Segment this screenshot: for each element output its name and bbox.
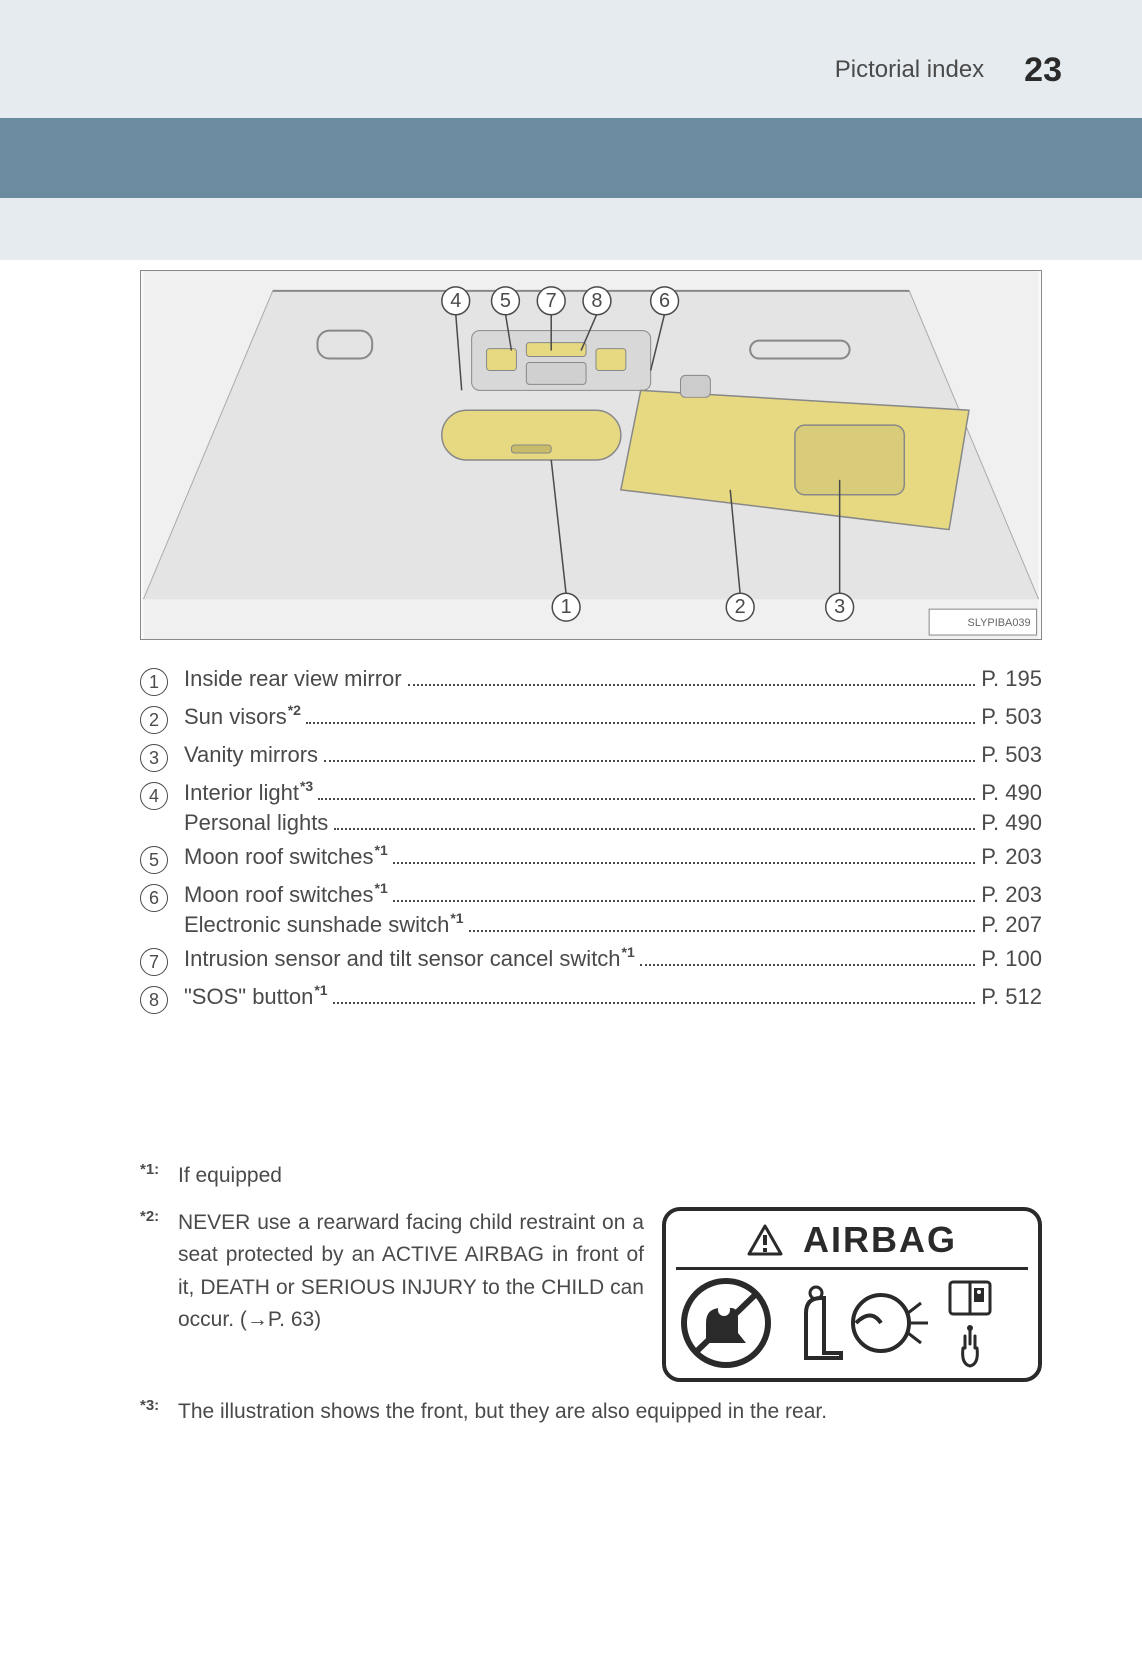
index-page: P. 503: [981, 742, 1042, 768]
leader-dots: [318, 798, 975, 800]
svg-text:3: 3: [834, 596, 845, 618]
index-line: Moon roof switches*1 P. 203: [184, 844, 1042, 870]
index-superscript: *2: [288, 702, 301, 718]
index-number: 8: [140, 986, 168, 1014]
footnote-mark: *2:: [140, 1207, 170, 1225]
leader-dots: [333, 1002, 976, 1004]
leader-dots: [393, 862, 975, 864]
footnote-3: *3: The illustration shows the front, bu…: [140, 1396, 1042, 1429]
airbag-warning-label: AIRBAG: [662, 1207, 1042, 1382]
index-label: Personal lights: [184, 810, 328, 836]
footnote-mark: *3:: [140, 1396, 170, 1414]
index-page: P. 100: [981, 946, 1042, 972]
index-superscript: *1: [375, 842, 388, 858]
index-row: 7 Intrusion sensor and tilt sensor cancel…: [140, 946, 1042, 976]
footnote-text: NEVER use a rearward facing child restra…: [178, 1207, 644, 1337]
index-row: 6Moon roof switches*1 P. 203Electronic s…: [140, 882, 1042, 938]
index-list: 1 Inside rear view mirror P. 195 2 Sun viso…: [140, 666, 1042, 1014]
svg-text:6: 6: [659, 290, 670, 312]
index-label: "SOS" button: [184, 984, 313, 1010]
diagram-code: SLYPIBA039: [968, 617, 1031, 629]
leader-dots: [324, 760, 975, 762]
hand-point-icon: [953, 1324, 987, 1368]
section-title: Pictorial index: [835, 56, 984, 84]
index-number: 1: [140, 668, 168, 696]
svg-text:5: 5: [500, 290, 511, 312]
index-label: Interior light: [184, 780, 299, 806]
footnote-mark: *1:: [140, 1160, 170, 1178]
svg-text:7: 7: [546, 290, 557, 312]
leader-dots: [469, 930, 976, 932]
index-line: Interior light*3 P. 490: [184, 780, 1042, 806]
index-page: P. 490: [981, 810, 1042, 836]
svg-text:2: 2: [735, 596, 746, 618]
footnote-text: If equipped: [178, 1160, 1042, 1193]
index-label: Inside rear view mirror: [184, 666, 402, 692]
index-row: 8 "SOS" button*1 P. 512: [140, 984, 1042, 1014]
footnote-1: *1: If equipped: [140, 1160, 1042, 1193]
index-number: 7: [140, 948, 168, 976]
index-page: P. 207: [981, 912, 1042, 938]
index-superscript: *3: [300, 778, 313, 794]
index-label: Moon roof switches: [184, 844, 374, 870]
index-line: Personal lights P. 490: [184, 810, 1042, 836]
index-page: P. 490: [981, 780, 1042, 806]
header-band: [0, 118, 1142, 198]
leader-dots: [334, 828, 975, 830]
no-rear-facing-child-seat-icon: [676, 1278, 776, 1368]
index-line: "SOS" button*1 P. 512: [184, 984, 1042, 1010]
leader-dots: [393, 900, 975, 902]
index-line: Moon roof switches*1 P. 203: [184, 882, 1042, 908]
index-row: 5 Moon roof switches*1 P. 203: [140, 844, 1042, 874]
index-row: 1 Inside rear view mirror P. 195: [140, 666, 1042, 696]
index-number: 5: [140, 846, 168, 874]
index-number: 2: [140, 706, 168, 734]
index-page: P. 195: [981, 666, 1042, 692]
leader-dots: [640, 964, 975, 966]
index-label: Moon roof switches: [184, 882, 374, 908]
index-label: Electronic sunshade switch: [184, 912, 449, 938]
warning-triangle-icon: [747, 1224, 783, 1256]
footnote-2: *2: NEVER use a rearward facing child re…: [140, 1207, 1042, 1382]
diagram: SLYPIBA039 4 5 7 8 6 1 2 3: [140, 270, 1042, 640]
index-label: Intrusion sensor and tilt sensor cancel …: [184, 946, 621, 972]
index-row: 3 Vanity mirrors P. 503: [140, 742, 1042, 772]
page-number: 23: [1024, 51, 1062, 90]
index-page: P. 203: [981, 882, 1042, 908]
index-number: 3: [140, 744, 168, 772]
leader-dots: [306, 722, 975, 724]
index-line: Vanity mirrors P. 503: [184, 742, 1042, 768]
manual-book-icon: [946, 1278, 994, 1318]
footnotes: *1: If equipped *2: NEVER use a rearward…: [140, 1160, 1042, 1442]
index-label: Sun visors: [184, 704, 287, 730]
index-number: 6: [140, 884, 168, 912]
index-line: Electronic sunshade switch*1 P. 207: [184, 912, 1042, 938]
content-area: SLYPIBA039 4 5 7 8 6 1 2 3 1 Inside rear view m…: [140, 270, 1042, 1014]
index-line: Inside rear view mirror P. 195: [184, 666, 1042, 692]
header: Pictorial index 23: [0, 40, 1142, 100]
index-superscript: *1: [450, 910, 463, 926]
index-line: Sun visors*2 P. 503: [184, 704, 1042, 730]
index-line: Intrusion sensor and tilt sensor cancel …: [184, 946, 1042, 972]
index-page: P. 503: [981, 704, 1042, 730]
index-label: Vanity mirrors: [184, 742, 318, 768]
index-page: P. 512: [981, 984, 1042, 1010]
index-superscript: *1: [375, 880, 388, 896]
svg-text:1: 1: [561, 596, 572, 618]
index-row: 2 Sun visors*2 P. 503: [140, 704, 1042, 734]
index-superscript: *1: [314, 982, 327, 998]
svg-text:8: 8: [591, 290, 602, 312]
index-superscript: *1: [622, 944, 635, 960]
footnote-text: The illustration shows the front, but th…: [178, 1396, 1042, 1429]
svg-text:4: 4: [450, 290, 461, 312]
leader-dots: [408, 684, 976, 686]
airbag-title: AIRBAG: [803, 1219, 957, 1261]
seat-airbag-icon: [786, 1278, 936, 1368]
index-number: 4: [140, 782, 168, 810]
index-row: 4Interior light*3 P. 490Personal lights …: [140, 780, 1042, 836]
index-page: P. 203: [981, 844, 1042, 870]
